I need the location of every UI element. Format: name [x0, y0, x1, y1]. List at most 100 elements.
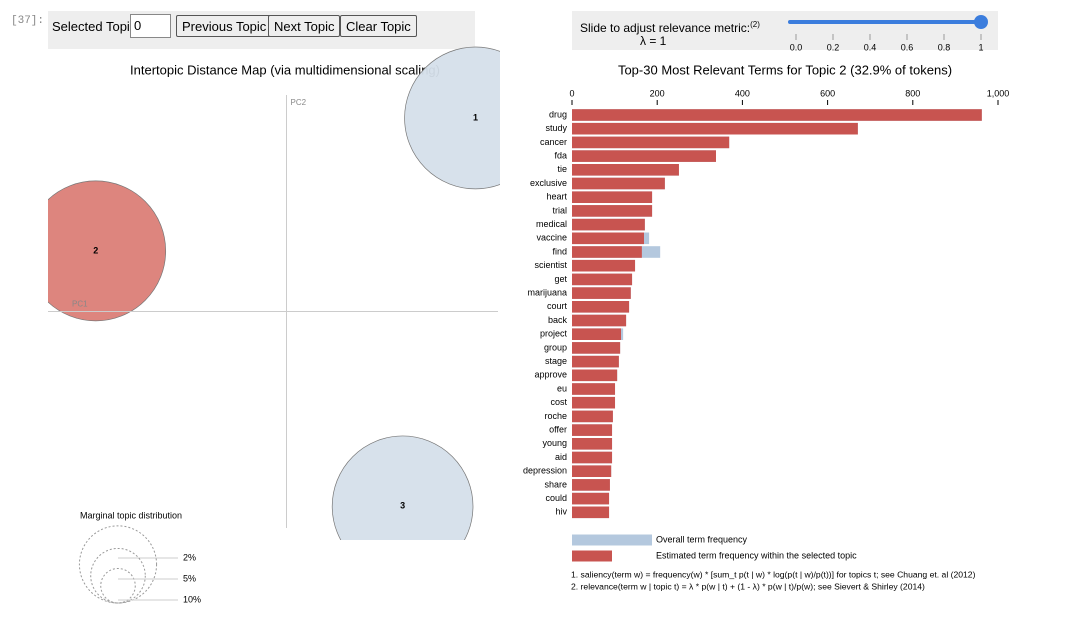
term-label: heart: [546, 192, 567, 202]
term-label: get: [554, 274, 567, 284]
term-bar[interactable]: [572, 191, 653, 203]
term-bar[interactable]: [572, 273, 633, 286]
term-bar[interactable]: [572, 451, 613, 464]
term-bar[interactable]: [572, 259, 636, 272]
term-label: study: [545, 123, 567, 133]
term-label: hiv: [555, 507, 567, 517]
term-bar[interactable]: [572, 164, 679, 176]
pc2-label: PC2: [291, 98, 307, 107]
term-label: vaccine: [536, 233, 567, 243]
term-bar[interactable]: [572, 438, 613, 450]
x-tick-label: 800: [905, 88, 920, 98]
term-label: tie: [557, 164, 567, 174]
term-label: share: [544, 479, 567, 489]
term-label: approve: [534, 370, 567, 380]
term-label: scientist: [534, 260, 567, 270]
topic-label: 1: [473, 112, 478, 122]
topic-label: 2: [93, 245, 98, 255]
topic-label: 3: [400, 501, 405, 511]
term-label: offer: [549, 424, 567, 434]
term-bar[interactable]: [572, 355, 619, 368]
x-tick-label: 600: [820, 88, 835, 98]
map: 1 2 3: [26, 46, 547, 577]
slider-tick-label: 0.8: [938, 42, 951, 52]
legend-swatch: [572, 534, 652, 546]
slider-tick-label: 1: [978, 42, 983, 52]
x-tick-label: 1,000: [987, 88, 1010, 98]
term-bar[interactable]: [572, 177, 665, 190]
x-tick-label: 200: [650, 88, 665, 98]
term-label: fda: [554, 150, 567, 160]
topic-label: Selected Topic:: [52, 19, 140, 34]
slider-tick-label: 0.4: [864, 42, 877, 52]
map-title: Intertopic Distance Map (via multidimens…: [130, 62, 440, 77]
term-bar[interactable]: [572, 314, 627, 327]
topic-bubble[interactable]: [404, 46, 547, 190]
legend-label: Estimated term frequency within the sele…: [656, 550, 857, 560]
term-label: cancer: [540, 137, 567, 147]
term-bar[interactable]: [572, 109, 982, 121]
term-bar[interactable]: [572, 232, 644, 245]
slider-label-text: Slide to adjust relevance metric:: [580, 21, 751, 35]
lambda-label: λ = 1: [640, 34, 667, 48]
previous-button[interactable]: Previous Topic: [176, 15, 273, 37]
term-bar[interactable]: [572, 328, 621, 340]
term-bar[interactable]: [572, 410, 613, 423]
term-label: roche: [544, 411, 567, 421]
footnote: 1. saliency(term w) = frequency(w) * [su…: [571, 569, 976, 579]
slider-tick-label: 0.2: [827, 42, 840, 52]
term-label: project: [540, 329, 568, 339]
legend-label: Overall term frequency: [656, 534, 748, 544]
term-bar[interactable]: [572, 342, 621, 354]
term-label: group: [544, 342, 567, 352]
term-bar[interactable]: [572, 122, 858, 135]
pc1-label: PC1: [72, 300, 88, 309]
term-bar[interactable]: [572, 136, 730, 149]
term-label: trial: [552, 205, 567, 215]
term-label: depression: [523, 466, 567, 476]
bar-title: Top-30 Most Relevant Terms for Topic 2 (…: [618, 62, 952, 77]
slider-knob[interactable]: [974, 15, 988, 29]
marginal-circle: [78, 525, 158, 604]
term-bar[interactable]: [572, 150, 716, 162]
next-button[interactable]: Next Topic: [268, 15, 341, 37]
term-bar[interactable]: [572, 492, 610, 505]
x-tick-label: 0: [569, 88, 574, 98]
slider-label: Slide to adjust relevance metric:(2): [580, 20, 760, 35]
term-label: court: [547, 301, 568, 311]
marginal-circle: [90, 547, 146, 604]
slider-tick-label: 0.0: [790, 42, 803, 52]
term-bar[interactable]: [572, 246, 642, 258]
term-bar[interactable]: [572, 506, 610, 519]
term-label: could: [545, 493, 567, 503]
legend-swatch: [572, 550, 612, 562]
topic-bubble[interactable]: [26, 180, 167, 322]
marginal-label: 10%: [183, 594, 201, 604]
marginal-label: 2%: [183, 552, 196, 562]
term-bar[interactable]: [572, 218, 645, 231]
slider-note: (2): [750, 20, 760, 29]
term-bar[interactable]: [572, 479, 610, 491]
term-bar[interactable]: [572, 424, 613, 436]
term-bar[interactable]: [572, 465, 612, 477]
footnote: 2. relevance(term w | topic t) = λ * p(w…: [571, 581, 925, 591]
clear-button[interactable]: Clear Topic: [340, 15, 417, 37]
term-bar[interactable]: [572, 205, 653, 217]
term-label: exclusive: [530, 178, 567, 188]
term-bar[interactable]: [572, 383, 616, 395]
topic-bubble[interactable]: [331, 435, 474, 577]
term-bar[interactable]: [572, 369, 618, 382]
term-bar[interactable]: [572, 287, 631, 299]
term-bar[interactable]: [572, 301, 630, 313]
term-bar[interactable]: [572, 396, 616, 409]
term-label: eu: [557, 383, 567, 393]
slider-panel: [572, 11, 998, 50]
term-label: back: [548, 315, 568, 325]
slider-tick-label: 0.6: [901, 42, 914, 52]
topic-input[interactable]: 0: [130, 14, 171, 38]
term-label: cost: [550, 397, 567, 407]
term-label: medical: [536, 219, 567, 229]
x-tick-label: 400: [735, 88, 750, 98]
term-label: find: [552, 246, 567, 256]
